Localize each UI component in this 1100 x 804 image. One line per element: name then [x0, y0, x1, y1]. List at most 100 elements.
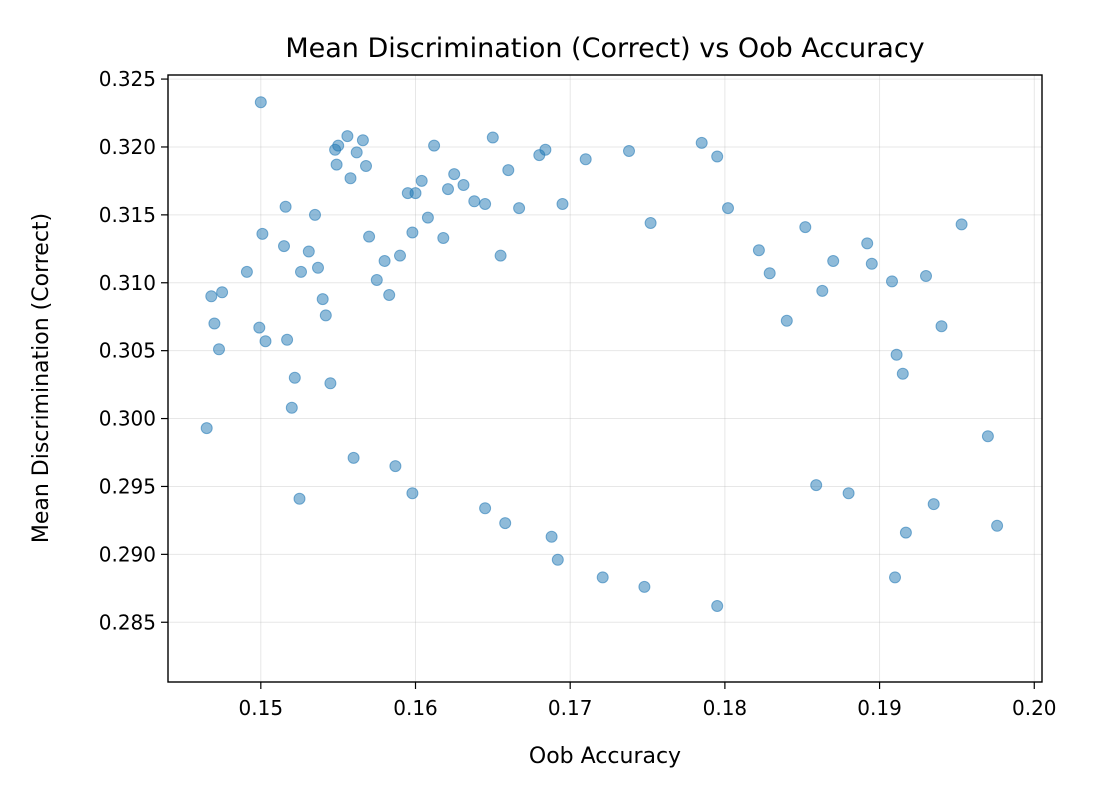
scatter-point: [991, 519, 1004, 532]
scatter-point: [370, 274, 383, 286]
scatter-point: [302, 245, 315, 258]
scatter-point: [341, 130, 354, 143]
scatter-point: [442, 183, 454, 196]
x-tick-label: 0.20: [1012, 696, 1057, 720]
scatter-point: [623, 145, 635, 157]
scatter-point: [319, 309, 332, 322]
scatter-point: [486, 131, 499, 144]
x-tick-label: 0.15: [239, 696, 284, 720]
scatter-point: [579, 153, 592, 166]
scatter-point: [216, 286, 229, 299]
y-tick-label: 0.320: [99, 135, 156, 159]
scatter-point: [360, 160, 372, 172]
scatter-point: [711, 600, 724, 612]
x-tick-label: 0.18: [703, 696, 748, 720]
scatter-point: [502, 164, 515, 177]
x-tick-label: 0.17: [548, 696, 593, 720]
scatter-point: [896, 367, 909, 380]
scatter-point: [596, 571, 609, 584]
grid-lines: [168, 75, 1042, 682]
scatter-point: [281, 333, 294, 346]
scatter-point: [200, 422, 213, 435]
scatter-point: [278, 240, 290, 253]
scatter-point: [457, 179, 470, 191]
scatter-point: [468, 195, 481, 208]
scatter-point: [378, 255, 391, 267]
scatter-point: [253, 321, 266, 334]
scatter-point: [981, 430, 994, 443]
data-points: [200, 96, 1004, 612]
scatter-point: [324, 377, 337, 390]
scatter-point: [312, 261, 324, 274]
scatter-point: [332, 139, 345, 152]
y-tick-label: 0.300: [99, 407, 156, 431]
y-tick-label: 0.315: [99, 203, 156, 227]
y-tick-label: 0.285: [99, 610, 156, 634]
scatter-point: [316, 293, 329, 306]
scatter-point: [499, 517, 512, 530]
scatter-point: [256, 227, 269, 240]
scatter-point: [861, 237, 874, 250]
scatter-point: [205, 290, 218, 303]
scatter-point: [827, 255, 840, 267]
scatter-point: [213, 343, 225, 356]
scatter-point: [955, 218, 968, 231]
scatter-point: [350, 146, 363, 159]
scatter-point: [780, 314, 793, 327]
scatter-point: [383, 289, 396, 301]
scatter-point: [428, 139, 441, 152]
scatter-point: [344, 172, 357, 185]
y-tick-label: 0.305: [99, 339, 156, 363]
scatter-point: [479, 198, 492, 210]
scatter-point: [539, 143, 552, 156]
x-axis-label: Oob Accuracy: [529, 744, 681, 769]
scatter-point: [513, 202, 526, 215]
scatter-point: [810, 479, 823, 492]
scatter-point: [638, 580, 651, 593]
scatter-point: [479, 502, 492, 515]
scatter-point: [409, 187, 422, 200]
scatter-point: [927, 498, 940, 511]
scatter-point: [330, 158, 343, 171]
scatter-point: [406, 226, 419, 239]
scatter-point: [886, 275, 898, 288]
x-tick-label: 0.16: [393, 696, 438, 720]
scatter-point: [415, 174, 428, 187]
scatter-point: [935, 320, 948, 333]
x-tick-label: 0.19: [857, 696, 902, 720]
scatter-point: [347, 451, 360, 464]
plot-frame: [167, 74, 1043, 683]
scatter-point: [711, 150, 724, 163]
scatter-point: [545, 530, 558, 543]
scatter-point: [448, 168, 461, 181]
scatter-point: [389, 460, 402, 473]
y-tick-label: 0.310: [99, 271, 156, 295]
scatter-point: [899, 526, 912, 539]
scatter-point: [279, 200, 292, 213]
scatter-point: [295, 265, 307, 278]
scatter-point: [363, 230, 376, 243]
scatter-point: [799, 221, 812, 234]
scatter-point: [406, 487, 419, 500]
scatter-point: [421, 211, 434, 224]
scatter-point: [240, 265, 253, 278]
scatter-point: [763, 267, 776, 280]
scatter-point: [816, 284, 829, 297]
scatter-point: [556, 198, 569, 210]
x-axis-ticks: 0.15 0.16 0.17 0.18 0.19 0.20: [239, 682, 1057, 720]
y-tick-label: 0.325: [99, 67, 156, 91]
scatter-point: [288, 371, 301, 384]
scatter-point: [293, 492, 306, 505]
scatter-point: [208, 317, 221, 330]
scatter-point: [722, 202, 734, 215]
scatter-point: [842, 487, 855, 500]
scatter-point: [254, 96, 267, 109]
scatter-point: [551, 553, 564, 566]
scatter-point: [494, 249, 507, 262]
y-tick-label: 0.290: [99, 542, 156, 566]
scatter-point: [752, 244, 765, 257]
y-axis-ticks: 0.285 0.290 0.295 0.300 0.305 0.310 0.315 0.320…: [99, 67, 168, 634]
